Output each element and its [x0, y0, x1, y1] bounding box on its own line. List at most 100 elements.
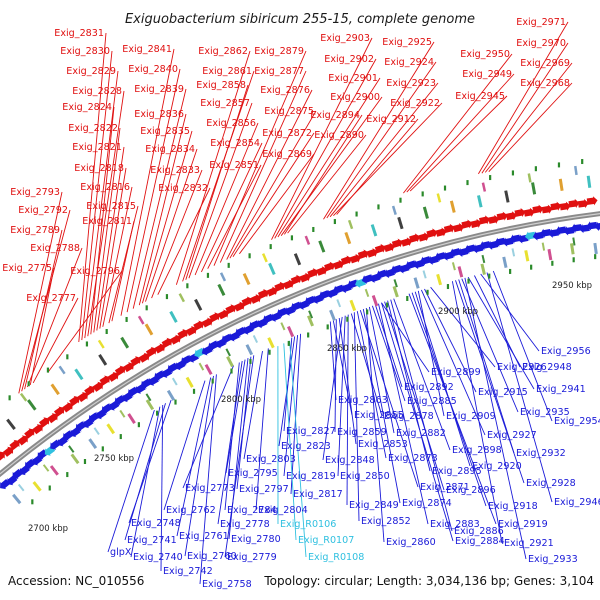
forward-gene-arrow: [559, 201, 571, 211]
leader-line: [224, 362, 240, 511]
reverse-gene-label: Exig_2823: [281, 441, 331, 452]
forward-gene-arrow: [340, 255, 352, 266]
forward-gene-arrow: [32, 424, 43, 435]
forward-gene-label: Exig_2925: [382, 37, 432, 48]
forward-annotation-block: [436, 193, 442, 203]
forward-gene-arrow: [274, 281, 286, 292]
leader-line: [362, 308, 401, 504]
reverse-gene-label: Exig_2863: [338, 395, 388, 406]
leader-line: [87, 90, 125, 337]
position-tick: [386, 302, 389, 308]
reverse-gene-label: Exig_2859: [337, 427, 387, 438]
leader-line: [138, 113, 187, 306]
leader-line: [371, 305, 406, 402]
reverse-annotation-block: [524, 250, 530, 262]
reverse-gene-label: Exig_2918: [488, 501, 538, 512]
forward-gene-arrow: [523, 207, 535, 217]
position-tick: [312, 226, 315, 232]
forward-gene-arrow: [2, 446, 14, 457]
forward-gene-arrow: [69, 395, 80, 406]
forward-gene-label: Exig_2923: [386, 78, 436, 89]
forward-gene-label: Exig_2824: [62, 102, 112, 113]
position-tick: [8, 395, 11, 401]
forward-gene-arrow: [349, 253, 361, 264]
forward-gene-arrow: [577, 198, 589, 209]
reverse-annotation-block: [88, 438, 98, 449]
reverse-annotation-block: [204, 363, 213, 376]
forward-gene-label: Exig_2876: [260, 85, 310, 96]
reverse-annotation-block: [569, 243, 575, 255]
reverse-gene-label: Exig_2927: [487, 430, 537, 441]
forward-gene-label: Exig_2835: [140, 126, 190, 137]
leader-line: [481, 42, 569, 174]
leader-line: [277, 77, 381, 238]
leader-line: [329, 321, 337, 401]
position-tick: [85, 341, 89, 347]
forward-annotation-block: [50, 383, 60, 396]
scale-label-2750: 2750 kbp: [94, 454, 134, 464]
position-tick: [594, 254, 597, 260]
reverse-annotation-block: [422, 270, 427, 279]
reverse-gene-label: Exig_2849: [349, 500, 399, 511]
forward-gene-label: Exig_2796: [70, 266, 120, 277]
leader-line: [225, 359, 246, 474]
forward-gene-arrow: [541, 204, 553, 214]
forward-gene-label: Exig_2821: [72, 142, 122, 153]
leader-lines: [18, 21, 573, 585]
leader-line: [226, 89, 313, 260]
forward-gene-label: Exig_2970: [516, 38, 566, 49]
forward-gene-arrow: [161, 337, 173, 348]
forward-gene-label: Exig_2968: [520, 78, 570, 89]
leader-line: [478, 21, 569, 175]
leader-line: [102, 186, 133, 327]
position-tick: [31, 499, 34, 505]
forward-gene-arrow: [177, 329, 189, 339]
leader-line: [283, 343, 297, 541]
forward-gene-arrow: [383, 242, 395, 253]
position-tick: [443, 185, 447, 191]
leader-line: [160, 404, 164, 572]
forward-gene-arrow: [138, 352, 150, 363]
forward-annotation-block: [217, 283, 226, 296]
forward-gene-arrow: [250, 294, 262, 304]
forward-annotation-block: [293, 253, 302, 266]
position-tick: [511, 170, 515, 176]
reverse-gene-label: Exig_2899: [431, 367, 481, 378]
position-tick: [406, 295, 409, 301]
position-tick: [46, 367, 50, 373]
forward-gene-label: Exig_2890: [314, 130, 364, 141]
reverse-gene-label: Exig_2852: [361, 516, 411, 527]
forward-gene-arrow: [550, 201, 562, 211]
reverse-gene-label: Exig_2804: [258, 505, 308, 516]
forward-gene-label: Exig_2877: [254, 66, 304, 77]
reverse-gene-arrow: [290, 301, 302, 312]
leader-line: [213, 50, 307, 266]
scale-label-2950: 2950 kbp: [552, 281, 592, 291]
forward-gene-arrow: [586, 196, 598, 206]
reverse-annotation-block: [287, 325, 295, 338]
position-tick: [48, 485, 51, 491]
reverse-gene-label: Exig_2885: [407, 396, 457, 407]
position-tick: [534, 166, 537, 172]
leader-line: [408, 293, 497, 525]
reverse-annotation-block: [457, 266, 464, 278]
reverse-gene-label: Exig_2928: [526, 478, 576, 489]
forward-gene-arrow: [123, 362, 135, 373]
forward-gene-label: Exig_2857: [200, 98, 250, 109]
reverse-gene-label: Exig_2948: [522, 362, 572, 373]
reverse-annotation-block: [70, 453, 80, 465]
forward-gene-arrow: [299, 272, 311, 283]
leader-line: [141, 130, 193, 304]
reverse-annotation-block: [541, 242, 546, 251]
scale-ticks: [8, 159, 597, 505]
reverse-annotation-block: [42, 464, 50, 472]
reverse-gene-arrow: [586, 221, 598, 231]
reverse-annotation-block: [336, 299, 342, 308]
leader-line: [185, 84, 249, 280]
reverse-gene-label: Exig_2884: [455, 536, 505, 547]
forward-gene-arrow: [92, 381, 104, 392]
scale-label-2900: 2900 kbp: [438, 307, 478, 317]
forward-annotation-block: [422, 206, 429, 219]
position-tick: [165, 294, 169, 300]
leader-line: [132, 88, 187, 309]
